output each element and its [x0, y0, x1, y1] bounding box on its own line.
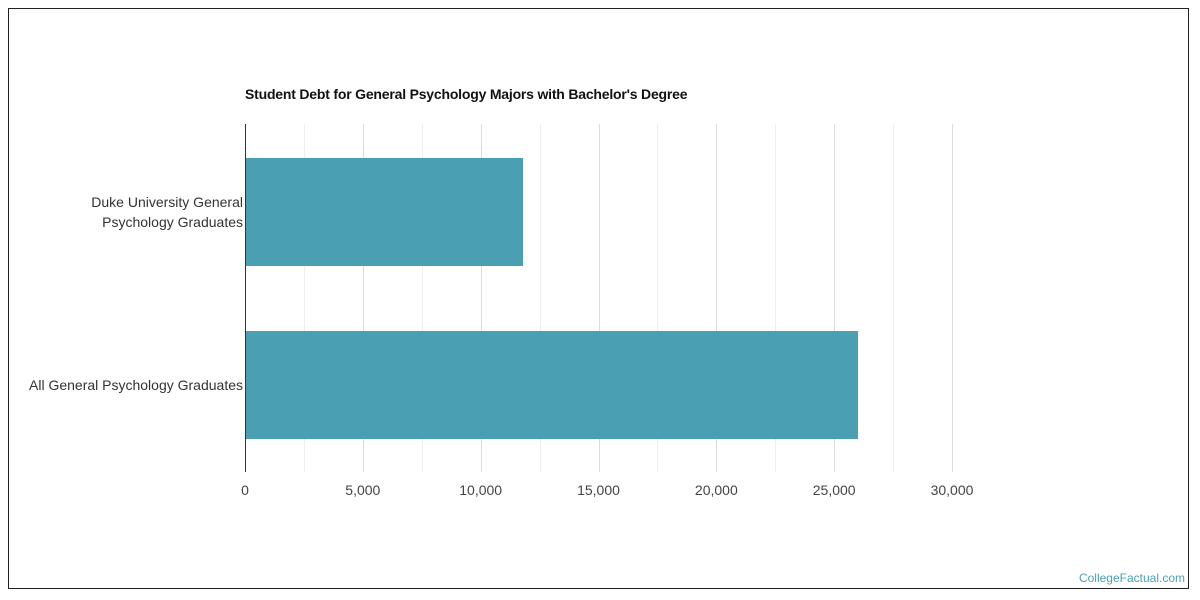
bar[interactable] [245, 158, 524, 266]
gridline [421, 124, 423, 472]
gridline [480, 124, 482, 472]
x-tick-label: 30,000 [930, 482, 974, 498]
category-label-all: All General Psychology Graduates [29, 375, 243, 395]
gridline [893, 124, 895, 472]
x-tick-label: 25,000 [812, 482, 856, 498]
bar[interactable] [245, 331, 858, 439]
category-label-line: Psychology Graduates [102, 214, 243, 230]
category-label-duke: Duke University General Psychology Gradu… [91, 192, 243, 232]
gridline [303, 124, 305, 472]
gridline [775, 124, 777, 472]
y-axis-line [245, 124, 246, 472]
plot-area [245, 124, 965, 472]
watermark-link[interactable]: CollegeFactual.com [1078, 571, 1185, 585]
gridline [539, 124, 541, 472]
chart-title: Student Debt for General Psychology Majo… [245, 86, 688, 102]
gridline [716, 124, 718, 472]
x-tick-label: 0 [241, 482, 249, 498]
gridline [834, 124, 836, 472]
x-tick-label: 5,000 [345, 482, 381, 498]
gridline [952, 124, 953, 472]
x-tick-label: 10,000 [459, 482, 503, 498]
x-tick-label: 15,000 [577, 482, 620, 498]
gridline [362, 124, 364, 472]
gridline [598, 124, 600, 472]
gridline [657, 124, 659, 472]
category-label-line: Duke University General [91, 194, 243, 210]
category-label-line: All General Psychology Graduates [29, 377, 243, 393]
x-tick-label: 20,000 [694, 482, 738, 498]
